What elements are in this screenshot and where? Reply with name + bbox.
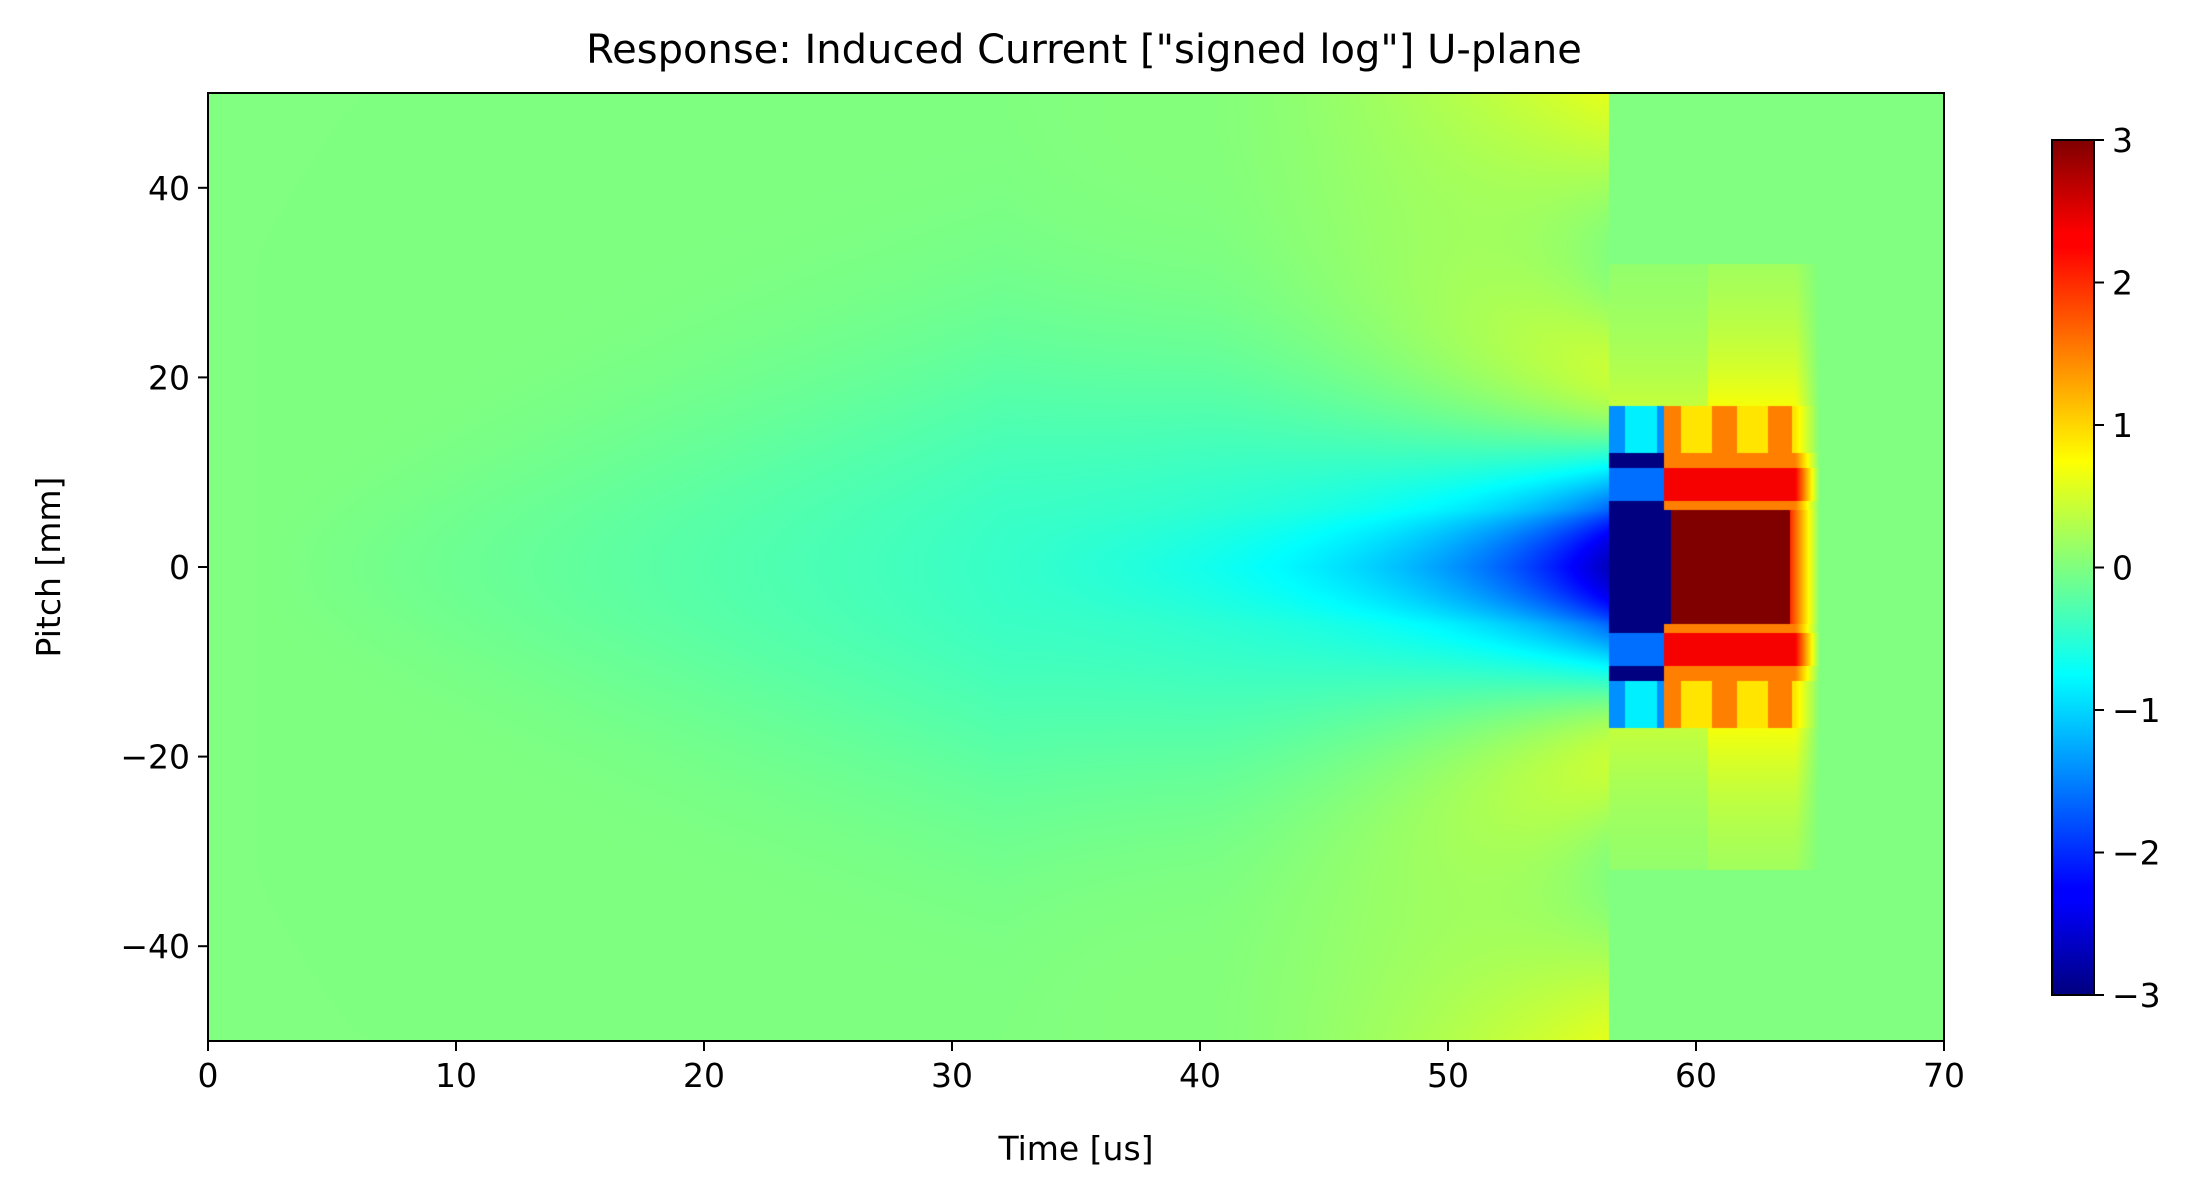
x-tick-label: 0: [198, 1056, 219, 1095]
x-axis-label: Time [us]: [997, 1129, 1153, 1168]
y-tick-label: 0: [169, 548, 190, 587]
colorbar-tick-label: 3: [2112, 121, 2133, 160]
x-tick-label: 30: [931, 1056, 973, 1095]
x-tick-label: 40: [1179, 1056, 1221, 1095]
y-tick-label: −40: [120, 927, 190, 966]
colorbar-gradient: [2051, 139, 2095, 996]
colorbar-tick-label: −3: [2112, 976, 2161, 1015]
x-tick-label: 70: [1923, 1056, 1965, 1095]
colorbar-tick-label: −2: [2112, 834, 2161, 873]
y-tick-label: 20: [148, 358, 190, 397]
y-tick-label: 40: [148, 169, 190, 208]
colorbar-tick-label: −1: [2112, 691, 2161, 730]
x-tick-label: 60: [1675, 1056, 1717, 1095]
y-axis: −40 −20 0 20 40: [120, 169, 208, 966]
colorbar-tick-label: 0: [2112, 549, 2133, 588]
chart-title: Response: Induced Current ["signed log"]…: [586, 27, 1582, 73]
colorbar-tick-label: 2: [2112, 264, 2133, 303]
x-tick-label: 50: [1427, 1056, 1469, 1095]
colorbar: −3 −2 −1 0 1 2 3: [2051, 121, 2161, 1015]
x-tick-label: 10: [435, 1056, 477, 1095]
colorbar-tick-label: 1: [2112, 406, 2133, 445]
y-axis-label: Pitch [mm]: [29, 477, 68, 658]
x-tick-label: 20: [683, 1056, 725, 1095]
heatmap-plot-area: [207, 92, 1945, 1042]
y-tick-label: −20: [120, 738, 190, 777]
heatmap-image: [208, 93, 1944, 1041]
colorbar-ticks: −3 −2 −1 0 1 2 3: [2094, 121, 2161, 1015]
x-axis: 0 10 20 30 40 50 60 70: [198, 1041, 1965, 1095]
